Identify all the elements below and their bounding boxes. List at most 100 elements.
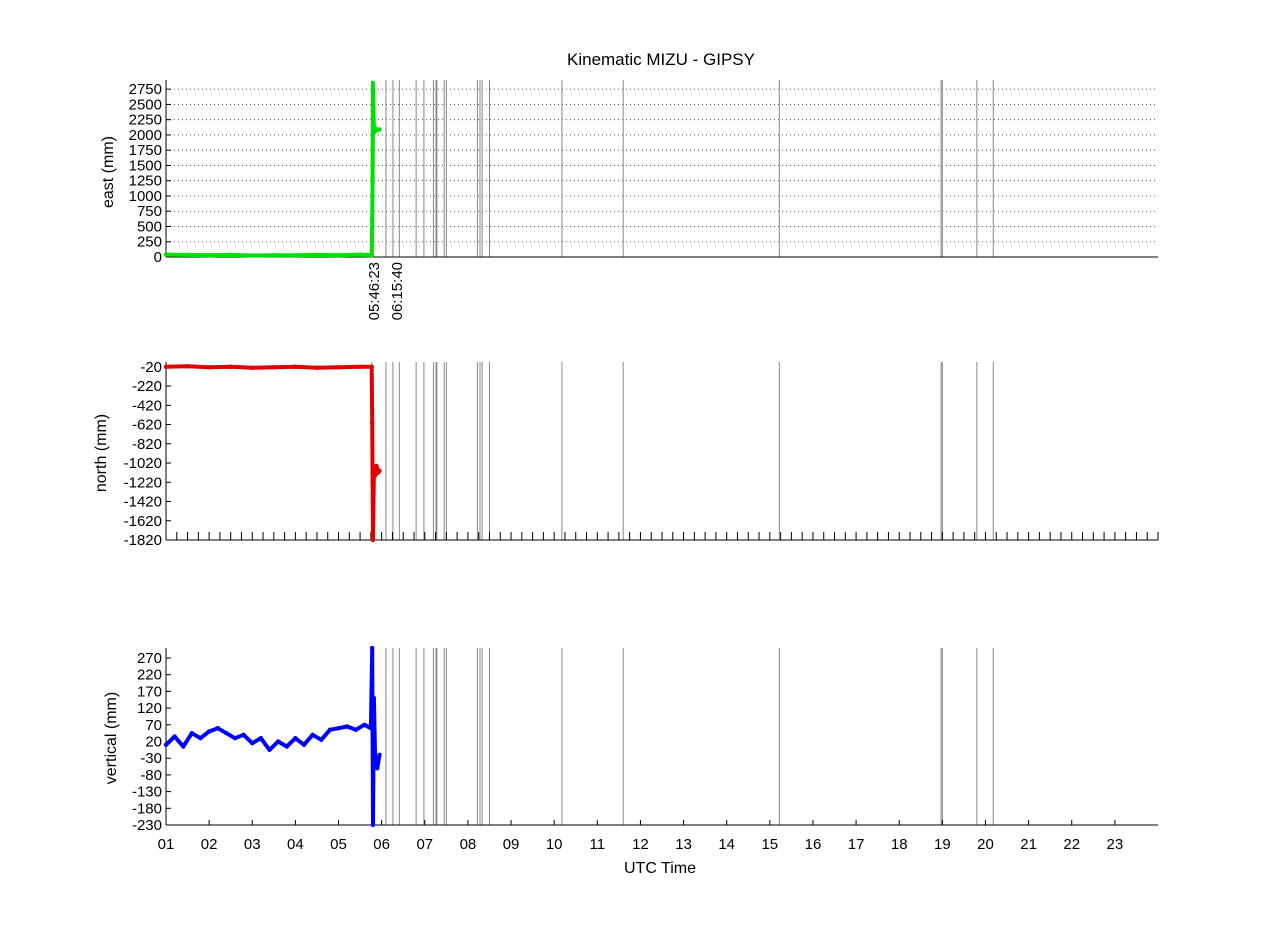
data-point xyxy=(368,725,374,731)
y-tick-label: -620 xyxy=(132,417,162,434)
data-point xyxy=(301,742,307,748)
east-panel: 0250500750100012501500175020002250250027… xyxy=(129,80,1158,266)
data-point xyxy=(206,365,212,370)
y-tick-label: 2250 xyxy=(129,112,162,129)
data-series-line xyxy=(164,646,382,827)
x-tick-label: 17 xyxy=(848,836,865,853)
data-point xyxy=(228,364,233,370)
x-tick-label: 03 xyxy=(244,836,261,853)
data-point xyxy=(215,725,220,731)
data-point xyxy=(370,537,376,543)
data-point xyxy=(267,747,272,753)
x-tick-label: 15 xyxy=(761,836,778,853)
data-point xyxy=(362,722,367,728)
data-point xyxy=(293,252,298,258)
data-point xyxy=(250,740,255,746)
x-tick-label: 23 xyxy=(1107,836,1124,853)
data-point xyxy=(258,735,264,741)
y-tick-label: -220 xyxy=(132,378,162,395)
data-point xyxy=(369,252,374,258)
data-point xyxy=(224,730,229,736)
y-tick-label: -820 xyxy=(132,436,162,453)
x-tick-label: 14 xyxy=(718,836,735,853)
y-tick-label: 170 xyxy=(137,683,162,700)
data-series-line xyxy=(165,81,381,258)
north-panel: -1820 -1620 -1420 -1220 -1020 -820 -620 -420 -22… xyxy=(124,359,1159,549)
y-tick-label: 1000 xyxy=(129,188,162,205)
y-tick-label: -230 xyxy=(132,817,162,834)
x-tick-label: 22 xyxy=(1063,836,1080,853)
y-tick-label: -130 xyxy=(132,784,162,801)
x-tick-label: 01 xyxy=(158,836,175,853)
x-tick-label: 16 xyxy=(805,836,822,853)
x-tick-label: 04 xyxy=(287,836,304,853)
data-point xyxy=(228,252,233,258)
data-point xyxy=(314,252,320,258)
data-point xyxy=(189,730,195,736)
data-point xyxy=(241,732,246,738)
y-tick-label: 2750 xyxy=(129,81,162,98)
data-series-line xyxy=(165,364,382,542)
data-point xyxy=(271,365,277,370)
y-tick-label: 270 xyxy=(137,650,162,667)
data-point xyxy=(369,364,374,370)
x-tick-label: 12 xyxy=(632,836,649,853)
x-tick-label: 09 xyxy=(503,836,520,853)
y-tick-label: -30 xyxy=(140,750,162,767)
data-point xyxy=(377,127,382,132)
y-tick-label: -1420 xyxy=(124,494,162,511)
x-tick-label: 02 xyxy=(201,836,218,853)
chart-title: Kinematic MIZU - GIPSY xyxy=(567,50,755,69)
x-tick-label: 05 xyxy=(330,836,347,853)
data-point xyxy=(206,252,212,258)
x-tick-label: 07 xyxy=(416,836,433,853)
data-point xyxy=(370,80,376,86)
ylabel-east: east (mm) xyxy=(100,136,117,208)
y-tick-label: -1620 xyxy=(124,513,162,530)
y-tick-label: 1500 xyxy=(129,157,162,174)
data-point xyxy=(232,735,238,741)
x-tick-label: 06 xyxy=(373,836,390,853)
data-point xyxy=(163,252,169,257)
y-tick-label: -1820 xyxy=(124,532,162,549)
ylabel-vertical: vertical (mm) xyxy=(103,692,120,784)
data-point xyxy=(370,822,376,828)
x-tick-label: 11 xyxy=(590,836,606,853)
data-point xyxy=(314,365,320,370)
data-point xyxy=(310,732,315,738)
y-tick-label: 0 xyxy=(154,249,162,266)
x-tick-label: 08 xyxy=(460,836,477,853)
data-point xyxy=(185,252,190,258)
data-point xyxy=(369,218,375,223)
data-point xyxy=(370,175,375,180)
data-point xyxy=(250,253,255,258)
y-tick-label: 1250 xyxy=(129,173,162,190)
data-point xyxy=(206,729,212,734)
y-tick-label: -180 xyxy=(132,800,162,817)
data-point xyxy=(369,645,375,651)
y-tick-label: -80 xyxy=(140,767,162,784)
y-tick-label: 250 xyxy=(137,234,162,251)
y-tick-label: 750 xyxy=(137,203,162,220)
data-point xyxy=(371,468,377,473)
data-point xyxy=(327,727,333,733)
y-tick-label: -20 xyxy=(140,359,162,376)
data-point xyxy=(370,478,375,483)
x-tick-label: 19 xyxy=(934,836,951,853)
data-point xyxy=(336,365,341,370)
ylabel-north: north (mm) xyxy=(93,414,110,492)
data-point xyxy=(198,735,203,741)
data-point xyxy=(375,766,380,771)
x-tick-label: 10 xyxy=(546,836,563,853)
data-point xyxy=(319,737,324,743)
event-label-1: 05:46:23 xyxy=(366,262,383,320)
data-point xyxy=(163,364,169,370)
y-tick-label: 220 xyxy=(137,667,162,684)
data-point xyxy=(377,468,382,473)
x-tick-label: 13 xyxy=(675,836,692,853)
data-point xyxy=(293,735,298,741)
data-point xyxy=(357,252,363,257)
y-tick-label: -420 xyxy=(132,397,162,414)
